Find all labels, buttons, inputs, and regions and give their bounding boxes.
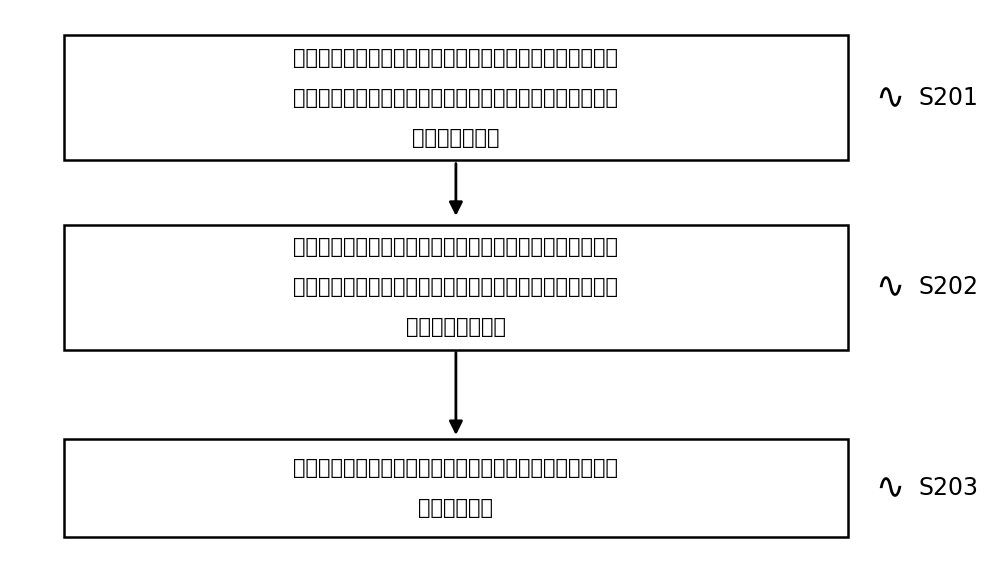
Text: ∿: ∿: [875, 270, 904, 304]
Text: 获取目标端口的信号采样值，其中，目标端口包括第一端口: 获取目标端口的信号采样值，其中，目标端口包括第一端口: [293, 48, 618, 68]
FancyBboxPatch shape: [64, 225, 848, 350]
FancyBboxPatch shape: [64, 35, 848, 160]
Text: 基于控制信号，生成开关管驱动信号，以驱动四开关管升降: 基于控制信号，生成开关管驱动信号，以驱动四开关管升降: [293, 458, 618, 478]
Text: S202: S202: [918, 275, 978, 299]
Text: 压变换器工作: 压变换器工作: [418, 498, 493, 518]
Text: S203: S203: [918, 476, 978, 500]
Text: 压值和预设电流值: 压值和预设电流值: [406, 318, 506, 337]
Text: 根据目标端口的信号采样值，以及预先获取的目标端口的预: 根据目标端口的信号采样值，以及预先获取的目标端口的预: [293, 237, 618, 257]
Text: 值和电流采样值: 值和电流采样值: [412, 128, 500, 148]
Text: ∿: ∿: [875, 81, 904, 115]
Text: S201: S201: [918, 86, 978, 110]
FancyBboxPatch shape: [64, 439, 848, 537]
Text: 和第二端口中的至少一个端口，信号采样值包括：电压采样: 和第二端口中的至少一个端口，信号采样值包括：电压采样: [293, 88, 618, 108]
Text: ∿: ∿: [875, 471, 904, 505]
Text: 设信号值，生成控制信号，其中，预设信号值包括：预设电: 设信号值，生成控制信号，其中，预设信号值包括：预设电: [293, 277, 618, 297]
